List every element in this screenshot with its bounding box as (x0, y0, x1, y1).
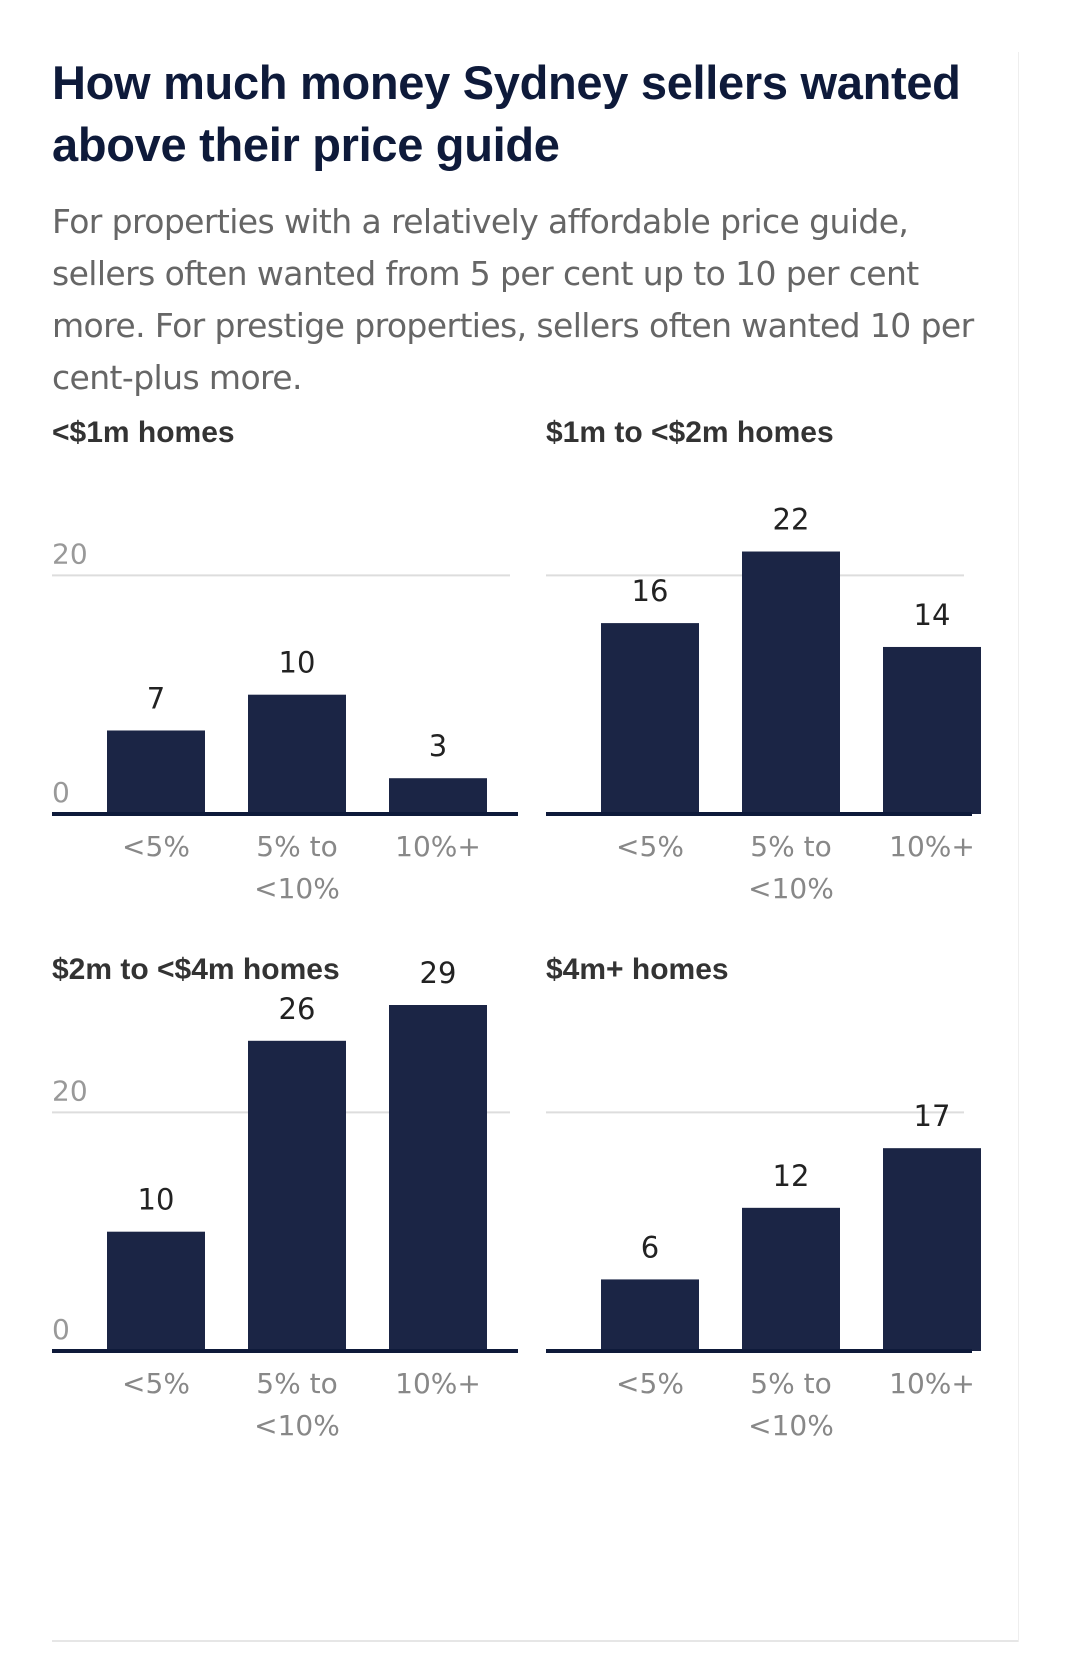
x-tick-label: <5% (122, 1367, 190, 1400)
chart-subtitle: For properties with a relatively afforda… (52, 202, 974, 397)
panel-1m-to-2m: $1m to <$2m homes 16 <5% 22 5% to <10% 14 10%+ (546, 416, 1026, 936)
y-tick-label: 20 (52, 1074, 88, 1107)
frame-right-rule (1018, 52, 1019, 1642)
bar (389, 1005, 487, 1351)
bar (742, 1207, 840, 1351)
bar-value-label: 29 (420, 956, 457, 990)
x-tick-label: <5% (616, 830, 684, 863)
x-tick-label: 10%+ (889, 830, 975, 863)
panel-4m-plus: $4m+ homes 6 <5% 12 5% to <10% 17 10%+ (546, 953, 1026, 1473)
x-tick-label: 5% to <10% (748, 830, 834, 905)
bar (883, 1148, 981, 1351)
bar-value-label: 26 (279, 992, 316, 1026)
x-tick-label: 10%+ (395, 830, 481, 863)
panel-2m-to-4m: $2m to <$4m homes 0 20 10 <5% 26 5% to <10% 29 1… (52, 953, 532, 1473)
bar (248, 694, 346, 814)
bar-value-label: 17 (914, 1099, 951, 1133)
bar-value-label: 12 (773, 1159, 810, 1193)
bar-chart-2m-to-4m: 0 20 10 <5% 26 5% to <10% 29 10%+ (52, 956, 518, 1442)
bar-value-label: 3 (429, 729, 447, 763)
x-tick-label: 5% to <10% (254, 830, 340, 905)
bar (742, 551, 840, 814)
panel-title: $1m to <$2m homes (546, 416, 834, 449)
panel-title: <$1m homes (52, 416, 235, 449)
y-tick-label: 0 (52, 776, 70, 809)
bar (601, 1279, 699, 1351)
bar (389, 778, 487, 814)
x-tick-label: <5% (122, 830, 190, 863)
panel-title: $4m+ homes (546, 953, 729, 986)
x-tick-label: 10%+ (889, 1367, 975, 1400)
y-tick-label: 20 (52, 537, 88, 570)
panel-title: $2m to <$4m homes (52, 953, 340, 986)
bar-value-label: 10 (138, 1183, 175, 1217)
panel-under-1m: <$1m homes 0 20 7 <5% 10 5% to <10% 3 10%+ (52, 416, 532, 936)
bar (107, 730, 205, 814)
bar-chart-under-1m: 0 20 7 <5% 10 5% to <10% 3 10%+ (52, 537, 518, 905)
frame-bottom-rule (52, 1640, 1018, 1642)
bar-value-label: 14 (914, 598, 951, 632)
bar-value-label: 6 (641, 1230, 659, 1264)
bar-chart-1m-to-2m: 16 <5% 22 5% to <10% 14 10%+ (546, 503, 981, 905)
bar-value-label: 16 (632, 574, 669, 608)
bar (248, 1040, 346, 1351)
bar-value-label: 7 (147, 681, 165, 715)
bar (601, 623, 699, 814)
chart-title: How much money Sydney sellers wanted abo… (52, 56, 961, 171)
x-tick-label: <5% (616, 1367, 684, 1400)
x-tick-label: 5% to <10% (748, 1367, 834, 1442)
y-tick-label: 0 (52, 1313, 70, 1346)
bar-value-label: 10 (279, 646, 316, 680)
bar (107, 1231, 205, 1351)
bar-chart-4m-plus: 6 <5% 12 5% to <10% 17 10%+ (546, 1099, 981, 1442)
bar-value-label: 22 (773, 503, 810, 537)
x-tick-label: 10%+ (395, 1367, 481, 1400)
bar (883, 646, 981, 814)
x-tick-label: 5% to <10% (254, 1367, 340, 1442)
